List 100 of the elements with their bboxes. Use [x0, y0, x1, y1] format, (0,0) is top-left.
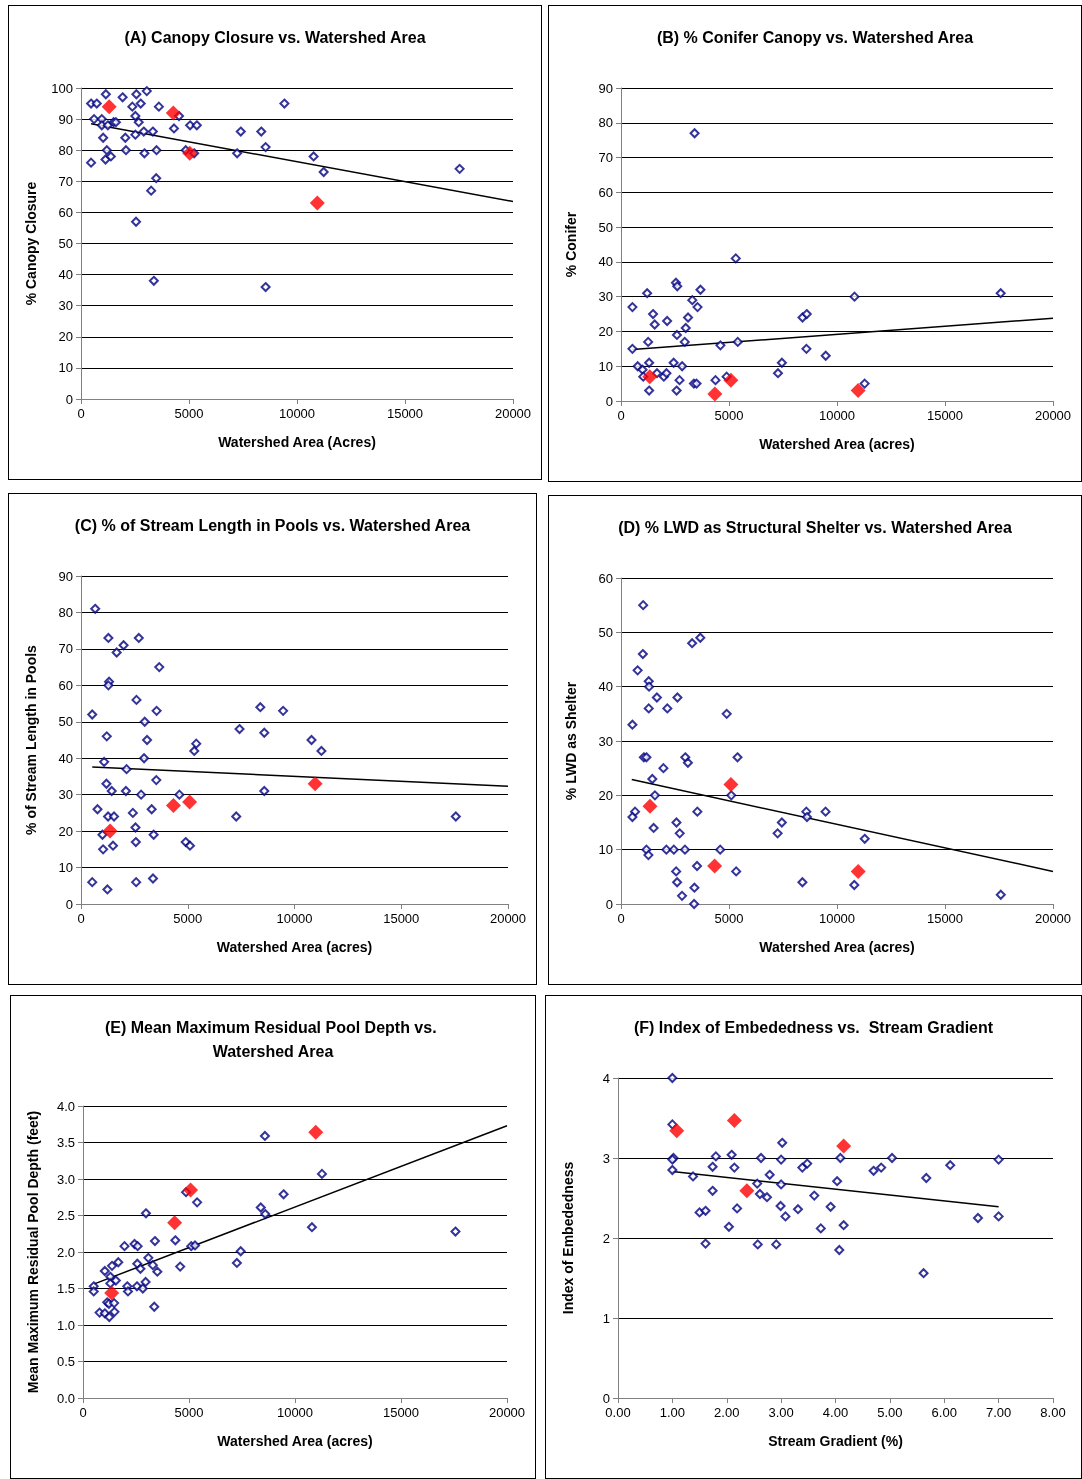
x-tick-label: 5000 [714, 408, 744, 423]
x-tick-label: 2.00 [714, 1405, 740, 1420]
x-axis-title: Watershed Area (acres) [216, 938, 373, 955]
y-tick-label: 60 [58, 677, 73, 693]
y-tick-label: 10 [598, 358, 613, 374]
x-tick-label: 6.00 [931, 1405, 957, 1420]
y-tick-label: 40 [598, 679, 613, 695]
y-axis-title: % of Stream Length in Pools [22, 644, 39, 835]
y-tick-label: 3 [602, 1150, 610, 1166]
y-tick-label: 40 [58, 267, 73, 283]
y-tick-label: 20 [58, 823, 73, 839]
chart-title: (C) % of Stream Length in Pools vs. Watershed Area [74, 516, 471, 534]
x-axis-title: Stream Gradient (%) [768, 1432, 903, 1449]
y-tick-label: 60 [598, 570, 613, 586]
y-tick-label: 0 [605, 896, 613, 912]
y-tick-label: 20 [58, 329, 73, 345]
y-tick-label: 50 [598, 219, 613, 235]
x-axis-title: Watershed Area (acres) [217, 1432, 373, 1449]
x-tick-label: 15000 [926, 911, 964, 926]
x-tick-label: 0 [77, 911, 85, 926]
x-tick-label: 5000 [714, 911, 744, 926]
y-tick-label: 0 [65, 391, 73, 407]
y-tick-label: 80 [58, 142, 73, 158]
y-tick-label: 2.5 [56, 1208, 75, 1223]
y-tick-label: 50 [58, 714, 73, 730]
y-tick-label: 30 [598, 289, 613, 305]
y-tick-label: 90 [58, 111, 73, 127]
x-tick-label: 0.00 [605, 1405, 631, 1420]
y-tick-label: 70 [58, 641, 73, 657]
y-tick-label: 20 [598, 787, 613, 803]
x-tick-label: 10000 [818, 408, 856, 423]
x-tick-label: 3.00 [768, 1405, 794, 1420]
x-tick-label: 5000 [173, 911, 203, 926]
chart-title: (B) % Conifer Canopy vs. Watershed Area [656, 28, 974, 46]
x-tick-label: 20000 [488, 1405, 526, 1420]
y-tick-label: 70 [58, 173, 73, 189]
y-tick-label: 2.0 [56, 1244, 75, 1260]
y-tick-label: 4.0 [56, 1098, 75, 1114]
y-tick-label: 70 [598, 150, 613, 166]
x-axis-title: Watershed Area (Acres) [218, 433, 376, 450]
chart-title: (D) % LWD as Structural Shelter vs. Watershed Area [618, 518, 1012, 536]
chart-title: (A) Canopy Closure vs. Watershed Area [124, 28, 426, 46]
y-tick-label: 1.5 [56, 1281, 75, 1296]
y-tick-label: 0 [602, 1390, 610, 1406]
y-axis-title: % Canopy Closure [22, 181, 39, 306]
y-tick-label: 100 [51, 80, 73, 96]
y-tick-label: 90 [598, 80, 613, 96]
y-tick-label: 80 [58, 604, 73, 620]
x-tick-label: 5000 [174, 1405, 204, 1420]
y-tick-label: 2 [602, 1230, 610, 1246]
y-tick-label: 30 [598, 733, 613, 749]
x-tick-label: 0 [617, 408, 625, 423]
y-tick-label: 0 [65, 896, 73, 912]
y-tick-label: 1 [602, 1310, 610, 1326]
y-tick-label: 1.0 [56, 1317, 75, 1333]
x-tick-label: 7.00 [985, 1405, 1012, 1420]
y-tick-label: 30 [58, 787, 73, 803]
x-tick-label: 0 [617, 911, 625, 926]
x-axis-title: Watershed Area (acres) [759, 938, 915, 955]
x-tick-label: 10000 [276, 911, 313, 926]
x-tick-label: 0 [77, 406, 85, 421]
x-tick-label: 0 [79, 1405, 87, 1420]
y-tick-label: 50 [598, 624, 613, 640]
x-tick-label: 15000 [382, 1405, 420, 1420]
x-tick-label: 10000 [278, 406, 316, 421]
y-axis-title: Mean Maximum Residual Pool Depth (feet) [24, 1110, 41, 1394]
x-tick-label: 15000 [926, 408, 964, 423]
x-tick-label: 5000 [174, 406, 204, 421]
y-tick-label: 10 [598, 842, 613, 858]
x-tick-label: 20000 [489, 911, 527, 926]
y-tick-label: 3.0 [56, 1171, 75, 1187]
x-tick-label: 15000 [383, 911, 420, 926]
x-tick-label: 8.00 [1040, 1405, 1066, 1420]
x-tick-label: 20000 [494, 406, 532, 421]
x-axis-title: Watershed Area (acres) [759, 435, 915, 452]
y-tick-label: 4 [602, 1070, 610, 1086]
y-tick-label: 50 [58, 236, 73, 251]
y-axis-title: % Conifer [562, 211, 579, 278]
x-tick-label: 4.00 [822, 1405, 849, 1420]
y-axis-title: % LWD as Shelter [562, 681, 579, 801]
y-tick-label: 10 [58, 360, 73, 376]
y-tick-label: 40 [58, 750, 73, 766]
y-tick-label: 0 [605, 393, 613, 409]
x-tick-label: 15000 [386, 406, 424, 421]
x-tick-label: 1.00 [659, 1405, 686, 1420]
y-axis-title: Index of Embededness [559, 1161, 576, 1315]
y-tick-label: 0.0 [56, 1390, 75, 1406]
y-tick-label: 20 [598, 323, 613, 339]
y-tick-label: 0.5 [56, 1354, 75, 1369]
y-tick-label: 30 [58, 298, 73, 314]
y-tick-label: 10 [58, 860, 73, 876]
chart-title: (E) Mean Maximum Residual Pool Depth vs. Watershed Area [104, 1018, 442, 1060]
x-tick-label: 10000 [276, 1405, 314, 1420]
x-tick-label: 20000 [1034, 911, 1072, 926]
y-tick-label: 60 [598, 184, 613, 200]
y-tick-label: 3.5 [56, 1135, 75, 1150]
y-tick-label: 40 [598, 254, 613, 270]
x-tick-label: 5.00 [877, 1405, 903, 1420]
chart-title: (F) Index of Embededness vs. Stream Gradient [633, 1018, 994, 1036]
y-tick-label: 90 [58, 568, 73, 584]
